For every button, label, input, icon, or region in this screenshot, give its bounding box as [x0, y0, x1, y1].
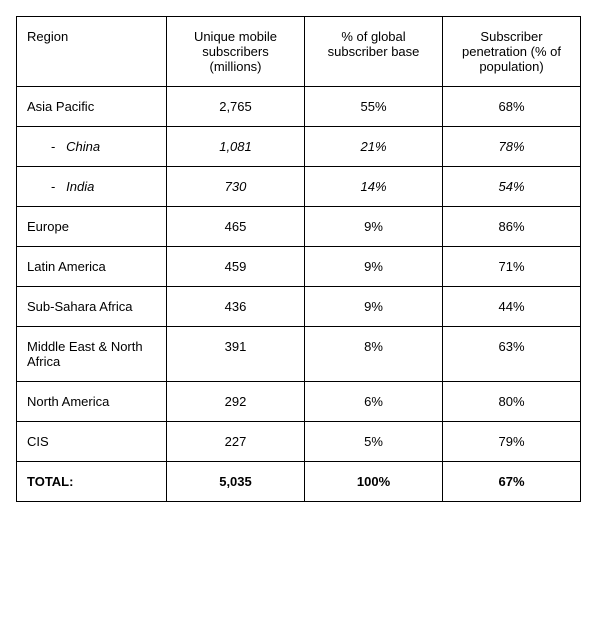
cell-region: India: [17, 167, 167, 207]
cell-subscribers: 436: [167, 287, 305, 327]
cell-penetration: 80%: [443, 382, 581, 422]
cell-penetration: 54%: [443, 167, 581, 207]
col-header-pct-global: % of global subscriber base: [305, 17, 443, 87]
cell-region: Latin America: [17, 247, 167, 287]
cell-region: China: [17, 127, 167, 167]
table-row: Latin America 459 9% 71%: [17, 247, 581, 287]
cell-pct-global: 100%: [305, 462, 443, 502]
cell-penetration: 63%: [443, 327, 581, 382]
cell-subscribers: 227: [167, 422, 305, 462]
cell-penetration: 86%: [443, 207, 581, 247]
table-row: North America 292 6% 80%: [17, 382, 581, 422]
col-header-region: Region: [17, 17, 167, 87]
table-row: India 730 14% 54%: [17, 167, 581, 207]
table-row: Asia Pacific 2,765 55% 68%: [17, 87, 581, 127]
table-row-total: TOTAL: 5,035 100% 67%: [17, 462, 581, 502]
cell-pct-global: 55%: [305, 87, 443, 127]
cell-region: Sub-Sahara Africa: [17, 287, 167, 327]
cell-subscribers: 391: [167, 327, 305, 382]
cell-region: TOTAL:: [17, 462, 167, 502]
cell-subscribers: 1,081: [167, 127, 305, 167]
cell-penetration: 68%: [443, 87, 581, 127]
cell-pct-global: 9%: [305, 207, 443, 247]
table-header-row: Region Unique mobile subscribers (millio…: [17, 17, 581, 87]
cell-subscribers: 459: [167, 247, 305, 287]
cell-pct-global: 9%: [305, 247, 443, 287]
cell-region: Asia Pacific: [17, 87, 167, 127]
cell-penetration: 79%: [443, 422, 581, 462]
cell-pct-global: 6%: [305, 382, 443, 422]
cell-penetration: 78%: [443, 127, 581, 167]
cell-subscribers: 2,765: [167, 87, 305, 127]
cell-pct-global: 14%: [305, 167, 443, 207]
cell-pct-global: 21%: [305, 127, 443, 167]
mobile-subscribers-table: Region Unique mobile subscribers (millio…: [16, 16, 581, 502]
cell-pct-global: 8%: [305, 327, 443, 382]
table-row: Europe 465 9% 86%: [17, 207, 581, 247]
table-row: Middle East & North Africa 391 8% 63%: [17, 327, 581, 382]
cell-penetration: 71%: [443, 247, 581, 287]
cell-pct-global: 5%: [305, 422, 443, 462]
cell-penetration: 44%: [443, 287, 581, 327]
cell-penetration: 67%: [443, 462, 581, 502]
cell-subscribers: 465: [167, 207, 305, 247]
col-header-subscribers: Unique mobile subscribers (millions): [167, 17, 305, 87]
cell-subscribers: 292: [167, 382, 305, 422]
cell-region: CIS: [17, 422, 167, 462]
cell-pct-global: 9%: [305, 287, 443, 327]
cell-region: Europe: [17, 207, 167, 247]
table-row: Sub-Sahara Africa 436 9% 44%: [17, 287, 581, 327]
table-row: China 1,081 21% 78%: [17, 127, 581, 167]
col-header-penetration: Subscriber penetration (% of population): [443, 17, 581, 87]
cell-subscribers: 730: [167, 167, 305, 207]
cell-subscribers: 5,035: [167, 462, 305, 502]
cell-region: North America: [17, 382, 167, 422]
table-row: CIS 227 5% 79%: [17, 422, 581, 462]
cell-region: Middle East & North Africa: [17, 327, 167, 382]
